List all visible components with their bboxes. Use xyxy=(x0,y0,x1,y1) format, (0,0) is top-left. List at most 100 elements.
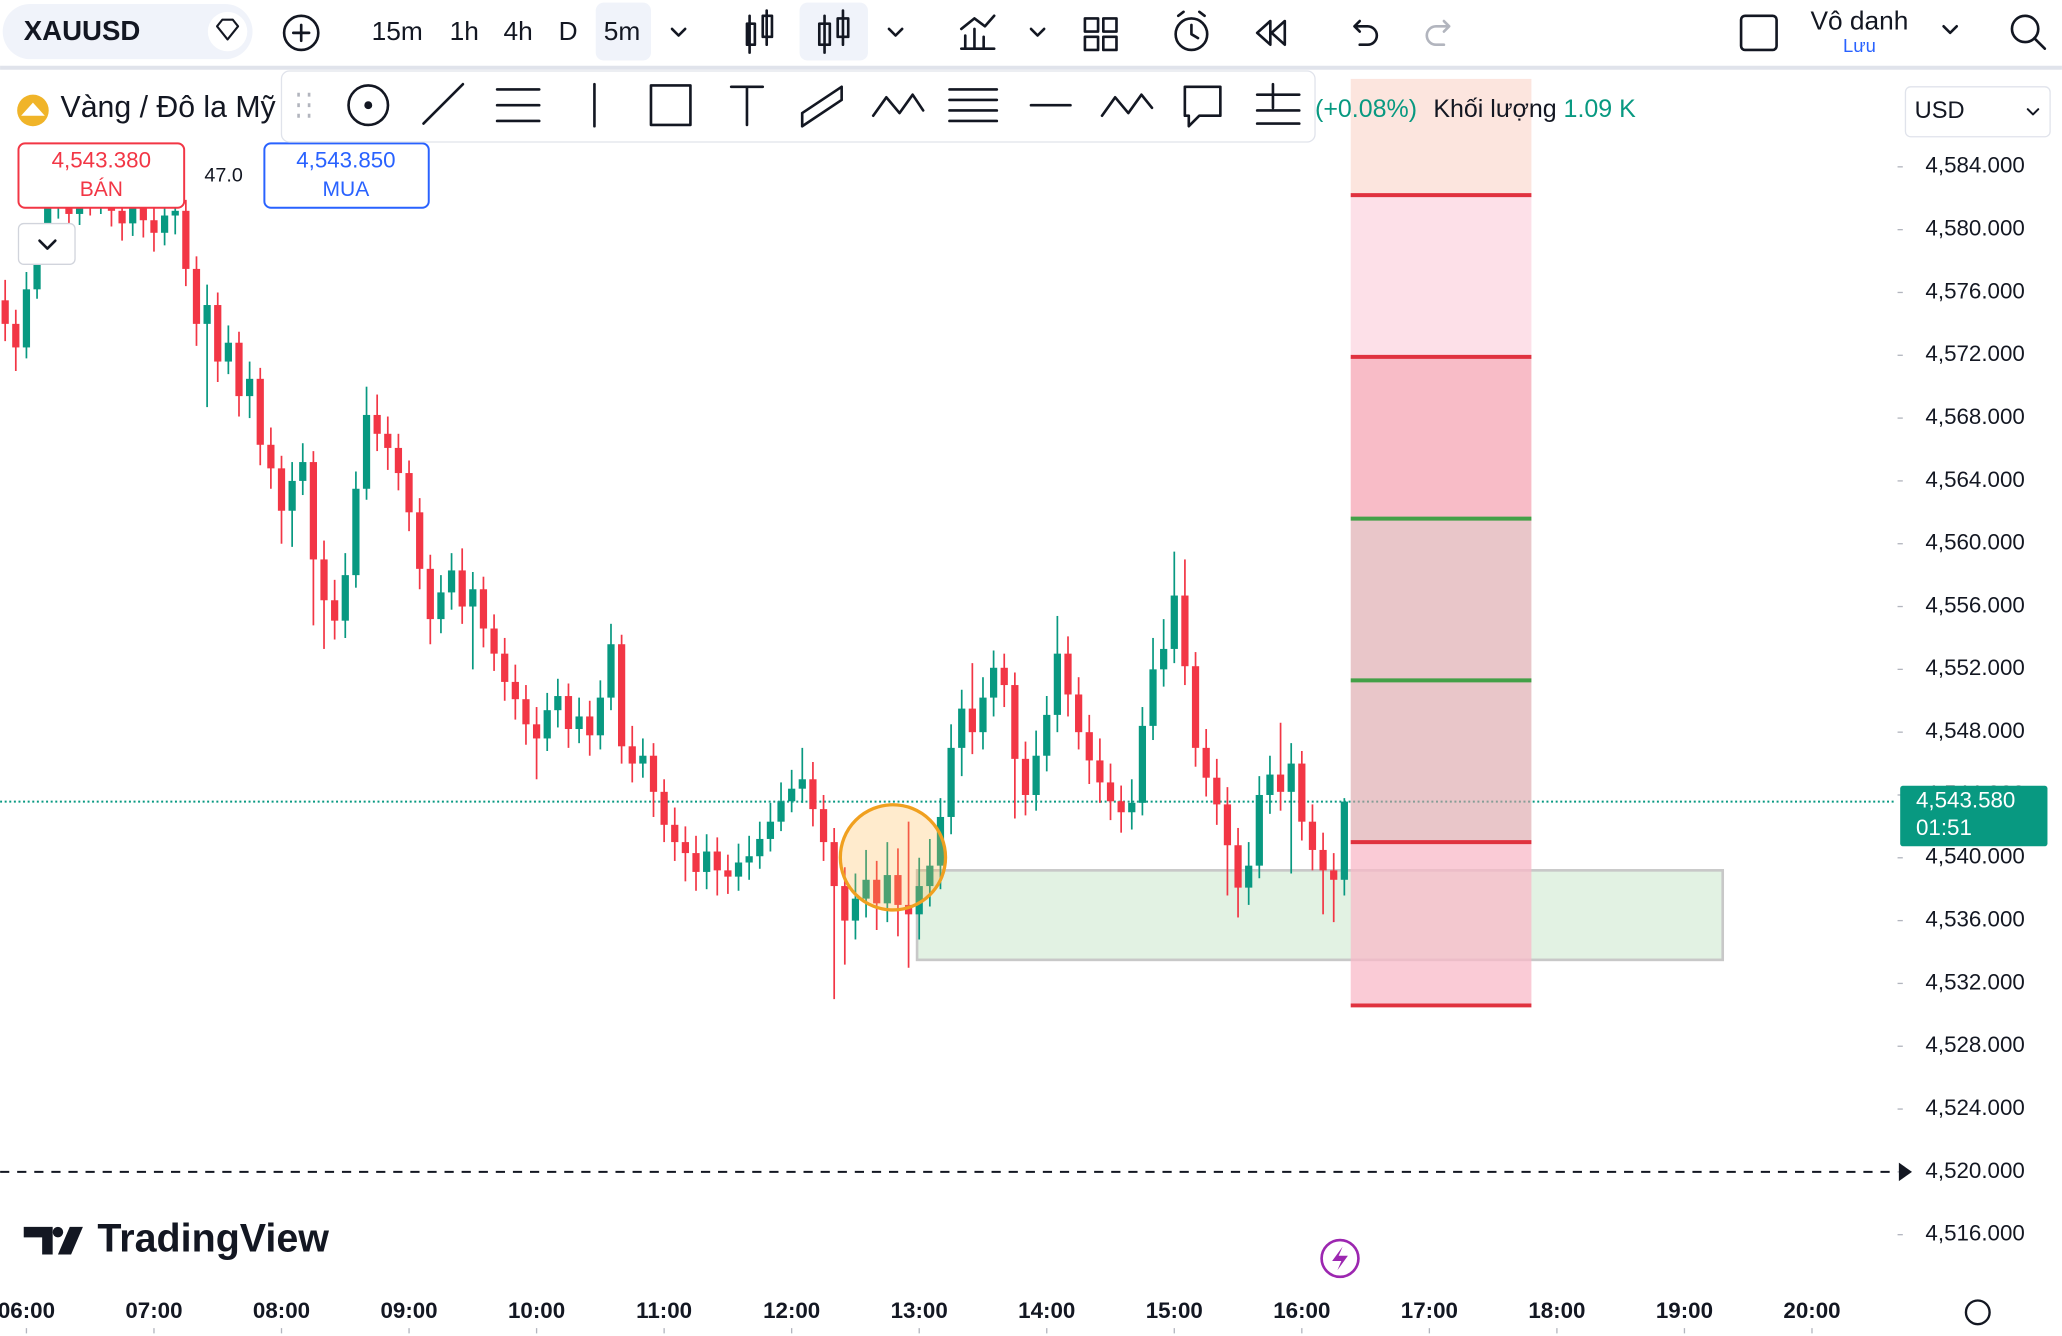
x-tick-label: 07:00 xyxy=(125,1298,182,1323)
candle-body xyxy=(33,245,41,290)
tool-channel[interactable] xyxy=(800,85,843,128)
tool-elliott[interactable] xyxy=(1100,93,1154,118)
candle-body xyxy=(851,898,860,921)
countdown: 01:51 xyxy=(1916,815,1972,840)
layout-icon[interactable] xyxy=(1083,17,1118,52)
tool-cursor-dot[interactable] xyxy=(364,101,373,110)
currency-selector[interactable]: USD xyxy=(1904,86,2051,138)
candle-body xyxy=(1319,849,1327,871)
candle-body xyxy=(692,853,700,872)
toolbar-bg xyxy=(0,0,2062,68)
settings-button[interactable] xyxy=(1964,1299,1991,1326)
tool-pattern[interactable] xyxy=(871,93,925,118)
active-interval-bg[interactable] xyxy=(595,2,651,61)
save-label[interactable]: Lưu xyxy=(1843,35,1876,56)
collapse-button[interactable] xyxy=(17,222,76,265)
position-band xyxy=(1350,680,1532,843)
symbol-search[interactable] xyxy=(2,3,253,60)
drag-handle[interactable] xyxy=(297,92,311,118)
candle-body xyxy=(1245,865,1253,888)
currency-box[interactable] xyxy=(1904,86,2051,138)
fullscreen-icon[interactable] xyxy=(1739,14,1778,52)
layout-name[interactable]: Vô danh xyxy=(1810,5,1908,35)
candle-body xyxy=(1255,794,1263,866)
candle-body xyxy=(246,378,254,397)
candle-body xyxy=(1096,760,1104,783)
interval[interactable]: 15m xyxy=(372,16,423,46)
brand: TradingView xyxy=(23,1217,1991,1326)
candle-body xyxy=(1170,595,1178,649)
redo-icon[interactable] xyxy=(1425,19,1451,47)
candle-body xyxy=(1149,669,1157,726)
candle-body xyxy=(437,592,445,620)
bars-icon[interactable] xyxy=(745,9,774,54)
alert-icon-hands[interactable] xyxy=(1176,10,1206,40)
symbol-badge-icon[interactable] xyxy=(215,18,240,41)
y-tick-label: 4,568.000 xyxy=(1925,404,2024,429)
tool-long-position[interactable] xyxy=(1255,82,1301,125)
last-price-label: 4,543.580 xyxy=(1916,787,2015,812)
sell-label[interactable]: BÁN xyxy=(80,178,123,201)
interval[interactable]: 4h xyxy=(504,16,533,46)
candle-body xyxy=(1298,763,1306,822)
tool-lines[interactable] xyxy=(948,88,999,123)
chart-type-caret[interactable] xyxy=(887,27,904,37)
chart-type-active-bg[interactable] xyxy=(799,2,868,61)
candle-body xyxy=(554,696,562,711)
brand-logo-dot xyxy=(52,1226,64,1238)
sell-price[interactable]: 4,543.380 xyxy=(52,148,151,173)
sell-button[interactable] xyxy=(17,142,186,209)
indicators-icon[interactable] xyxy=(959,14,996,50)
compare-icon[interactable] xyxy=(291,23,311,43)
x-tick-label: 16:00 xyxy=(1273,1298,1330,1323)
undo-icon[interactable] xyxy=(1353,19,1379,47)
candle-body xyxy=(405,473,413,513)
symbol-badge[interactable] xyxy=(207,11,248,52)
brand-logo xyxy=(23,1226,83,1255)
compare-button[interactable] xyxy=(282,14,320,52)
layout-caret[interactable] xyxy=(1942,24,1959,35)
tool-rectangle[interactable] xyxy=(649,84,692,127)
candle-body xyxy=(1287,763,1295,792)
search-icon-handle[interactable] xyxy=(2033,36,2047,50)
tool-cursor[interactable] xyxy=(347,84,390,127)
candle-body xyxy=(341,575,349,621)
candle-body xyxy=(1011,685,1019,759)
bolt-icon[interactable] xyxy=(1332,1246,1348,1271)
candle-body xyxy=(490,628,498,654)
symbol[interactable]: XAUUSD xyxy=(24,15,141,46)
candles-icon[interactable] xyxy=(817,9,850,54)
x-tick-label: 20:00 xyxy=(1783,1298,1840,1323)
buy-price[interactable]: 4,543.850 xyxy=(296,148,395,173)
interval[interactable]: 5m xyxy=(604,16,641,46)
candle-body xyxy=(501,653,509,682)
interval[interactable]: D xyxy=(559,16,578,46)
position-band xyxy=(1350,356,1532,519)
interval[interactable]: 1h xyxy=(450,16,479,46)
alert-icon[interactable] xyxy=(1174,17,1209,52)
collapse-icon[interactable] xyxy=(38,239,57,250)
currency-caret[interactable] xyxy=(2026,108,2040,116)
candle-body xyxy=(681,842,689,854)
search-icon[interactable] xyxy=(2010,14,2040,44)
candle-body xyxy=(224,342,232,362)
y-tick-label: 4,576.000 xyxy=(1925,278,2024,303)
tool-callout[interactable] xyxy=(1183,85,1222,128)
candle-body xyxy=(989,667,998,698)
candle-body xyxy=(331,600,339,621)
candle-body xyxy=(1191,666,1200,748)
buy-label[interactable]: MUA xyxy=(323,178,370,201)
currency[interactable]: USD xyxy=(1915,98,1965,124)
tool-fib[interactable] xyxy=(495,88,541,123)
buy-button[interactable] xyxy=(263,142,430,209)
candle-body xyxy=(639,755,647,764)
candle-body xyxy=(129,199,137,224)
interval-caret[interactable] xyxy=(670,27,687,37)
tool-text[interactable] xyxy=(729,85,765,127)
candle-body xyxy=(936,816,945,866)
candle-body xyxy=(915,886,923,915)
tool-trendline[interactable] xyxy=(422,82,465,125)
indicators-caret[interactable] xyxy=(1029,27,1046,37)
y-tick-label: 4,528.000 xyxy=(1925,1032,2024,1057)
replay-icon[interactable] xyxy=(1255,19,1287,47)
